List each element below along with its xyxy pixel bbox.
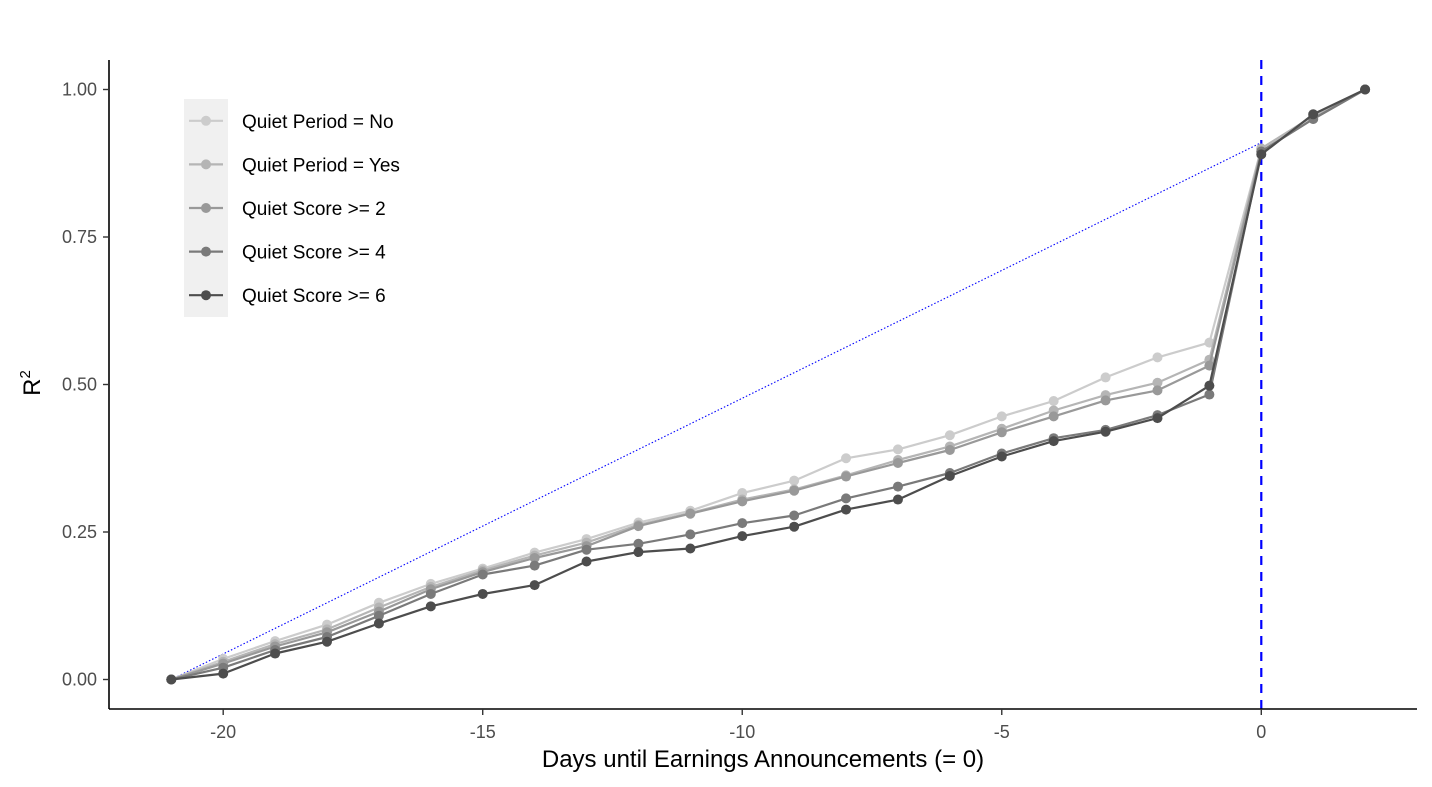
legend-key-point — [201, 246, 211, 257]
legend: Quiet Period = No Quiet Period = Yes Quiet… — [184, 99, 400, 317]
x-tick-label: -20 — [210, 722, 236, 742]
series-point-4 — [373, 610, 384, 621]
series-point-4 — [425, 588, 436, 599]
series-point-3 — [1204, 360, 1215, 371]
series-point-3 — [841, 471, 852, 482]
y-tick-label: 0.25 — [62, 522, 97, 542]
series-point-5 — [166, 674, 177, 685]
series-point-3 — [1048, 411, 1059, 422]
series-point-1 — [1152, 352, 1163, 363]
series-point-5 — [529, 580, 540, 591]
series-point-5 — [477, 588, 488, 599]
series-point-5 — [425, 601, 436, 612]
y-tick-label: 0.00 — [62, 670, 97, 690]
series-point-5 — [789, 521, 800, 532]
series-line-3 — [170, 88, 1366, 681]
x-tick-label: -10 — [729, 722, 755, 742]
series-point-5 — [1048, 436, 1059, 447]
series-point-4 — [581, 544, 592, 555]
series-point-5 — [1360, 84, 1371, 95]
series-point-2 — [1152, 377, 1163, 388]
legend-key-point — [201, 115, 211, 126]
y-tick-label: 0.75 — [62, 227, 97, 247]
x-tick-label: -15 — [470, 722, 496, 742]
legend-key-point — [201, 159, 211, 170]
series-point-5 — [581, 556, 592, 567]
series-point-3 — [1152, 385, 1163, 396]
series-point-5 — [322, 636, 332, 647]
x-tick-label: 0 — [1256, 722, 1266, 742]
series-point-1 — [841, 453, 852, 464]
series-point-1 — [789, 475, 800, 486]
y-tick-label: 1.00 — [62, 80, 97, 100]
series-point-1 — [996, 411, 1007, 422]
legend-label: Quiet Score >= 4 — [242, 243, 386, 264]
series-point-3 — [633, 521, 644, 532]
series-point-5 — [892, 494, 903, 505]
series-point-1 — [944, 430, 955, 441]
series-point-5 — [218, 668, 229, 679]
series-point-5 — [1100, 426, 1111, 437]
series-point-1 — [1048, 396, 1059, 407]
series-point-4 — [841, 493, 852, 504]
series-point-4 — [477, 569, 488, 580]
x-tick-label: -5 — [994, 722, 1010, 742]
series-point-5 — [373, 618, 384, 629]
series-line-2 — [170, 88, 1366, 681]
series-point-3 — [892, 457, 903, 468]
series-point-4 — [737, 518, 748, 529]
series-point-5 — [1308, 109, 1319, 120]
series-point-5 — [737, 531, 748, 542]
y-axis-title: R2 — [17, 370, 46, 396]
reference-diagonal-line — [171, 142, 1262, 680]
series-point-4 — [1204, 389, 1215, 400]
series-point-3 — [996, 427, 1007, 438]
legend-label: Quiet Score >= 6 — [242, 286, 386, 307]
series-point-3 — [737, 496, 748, 507]
series-point-1 — [892, 444, 903, 455]
series-point-5 — [1256, 149, 1267, 160]
series-point-5 — [841, 504, 852, 515]
axes: Days until Earnings Announcements (= 0) … — [17, 60, 1417, 773]
x-axis-title: Days until Earnings Announcements (= 0) — [542, 746, 984, 773]
plot-area — [166, 60, 1371, 709]
y-axis-title-superscript: 2 — [17, 370, 34, 378]
series-point-5 — [1152, 413, 1163, 424]
series-point-4 — [789, 510, 800, 521]
series-point-3 — [685, 508, 696, 519]
y-axis-title-base: R — [19, 379, 46, 396]
series-point-1 — [1100, 372, 1111, 383]
series-point-3 — [944, 444, 955, 455]
series-point-5 — [685, 543, 696, 554]
legend-key-point — [201, 203, 211, 213]
legend-key-point — [201, 290, 211, 301]
legend-label: Quiet Period = Yes — [242, 155, 400, 176]
series-point-5 — [944, 470, 955, 481]
series-line-5 — [171, 88, 1366, 681]
series-point-4 — [892, 481, 903, 492]
series-point-3 — [789, 485, 800, 496]
series-point-5 — [1204, 380, 1215, 391]
series-point-4 — [633, 538, 644, 549]
series-point-4 — [685, 529, 696, 540]
series-point-3 — [529, 552, 540, 563]
legend-label: Quiet Period = No — [242, 112, 394, 133]
series-point-5 — [270, 648, 281, 659]
series-line-1 — [170, 88, 1366, 681]
series-point-4 — [529, 560, 540, 571]
series-point-3 — [1100, 395, 1111, 406]
legend-label: Quiet Score >= 2 — [242, 199, 386, 220]
series-point-5 — [633, 547, 644, 558]
series-point-5 — [996, 451, 1007, 462]
y-tick-label: 0.50 — [62, 375, 97, 395]
